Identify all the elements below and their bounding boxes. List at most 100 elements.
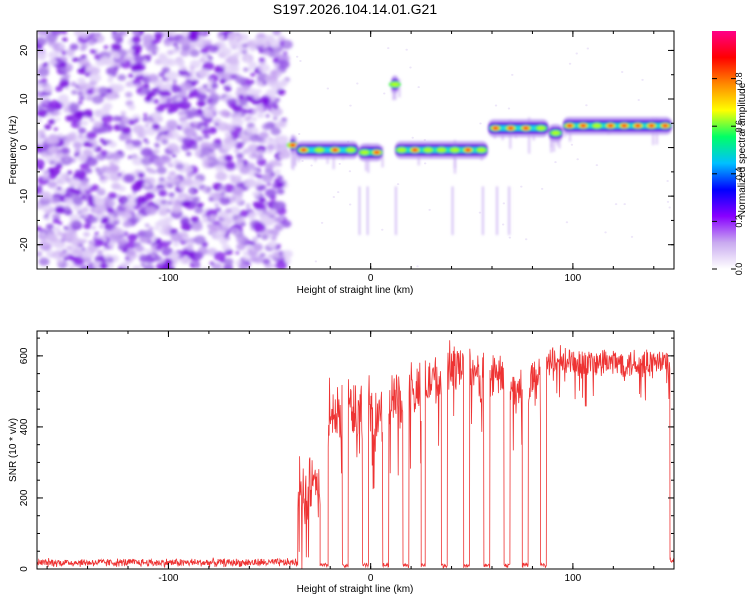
noise-speckle	[143, 165, 148, 169]
noise-speckle	[40, 152, 48, 158]
signal-track	[286, 75, 672, 235]
noise-region	[37, 31, 671, 269]
noise-speckle	[56, 259, 64, 265]
noise-speckle	[224, 85, 232, 92]
noise-speckle	[157, 218, 170, 228]
noise-speckle	[247, 143, 260, 153]
faint-speckle	[479, 122, 482, 125]
noise-speckle	[268, 137, 273, 141]
noise-speckle	[66, 133, 77, 142]
noise-speckle	[108, 74, 114, 79]
faint-speckle	[383, 92, 386, 95]
noise-speckle	[276, 181, 285, 189]
noise-speckle	[262, 174, 274, 183]
noise-speckle	[272, 31, 282, 36]
noise-speckle	[235, 217, 246, 225]
noise-speckle	[282, 143, 289, 148]
noise-speckle	[175, 145, 180, 149]
noise-speckle	[227, 32, 239, 42]
noise-speckle	[256, 209, 264, 216]
noise-speckle	[219, 238, 228, 245]
noise-speckle	[261, 234, 269, 240]
noise-speckle	[132, 139, 142, 147]
noise-speckle	[158, 71, 166, 78]
noise-speckle	[265, 114, 270, 118]
noise-speckle	[37, 250, 43, 256]
noise-speckle	[178, 257, 185, 263]
noise-speckle	[166, 183, 174, 189]
noise-speckle	[37, 144, 43, 154]
faint-speckle	[520, 185, 523, 188]
noise-speckle	[97, 172, 103, 177]
signal-hotspot-peak	[290, 143, 296, 147]
noise-speckle	[77, 77, 86, 84]
noise-speckle	[61, 50, 68, 56]
noise-speckle	[200, 125, 206, 130]
noise-speckle	[201, 187, 208, 192]
faint-speckle	[348, 203, 352, 206]
noise-speckle	[122, 220, 132, 228]
signal-center	[564, 123, 670, 129]
noise-speckle	[125, 81, 132, 87]
noise-speckle	[243, 56, 251, 63]
noise-speckle	[62, 37, 68, 42]
noise-speckle	[43, 85, 54, 93]
noise-speckle	[224, 194, 230, 198]
snr-ticks: -100 0 100 0 200 400 600	[19, 331, 674, 584]
noise-speckle	[81, 247, 86, 251]
noise-speckle	[62, 249, 68, 254]
noise-speckle	[221, 71, 234, 82]
noise-speckle	[100, 150, 108, 156]
noise-speckle	[37, 52, 47, 61]
noise-speckle	[107, 164, 120, 174]
noise-speckle	[99, 224, 104, 229]
noise-speckle	[204, 39, 212, 46]
noise-speckle	[191, 144, 199, 150]
noise-speckle	[70, 256, 78, 262]
faint-speckle	[295, 55, 299, 58]
noise-speckle	[79, 162, 90, 171]
noise-speckle	[247, 108, 253, 114]
noise-speckle	[248, 61, 257, 69]
noise-speckle	[109, 246, 114, 250]
noise-speckle	[106, 66, 118, 76]
snr-frame	[36, 330, 675, 570]
noise-speckle	[120, 111, 127, 116]
noise-speckle	[242, 251, 249, 256]
noise-speckle	[179, 176, 185, 181]
noise-speckle	[74, 189, 82, 196]
signal-hotspot-peak	[635, 124, 641, 128]
noise-speckle	[238, 94, 245, 100]
noise-speckle	[165, 91, 172, 97]
faint-speckle	[595, 164, 599, 167]
noise-speckle	[117, 150, 123, 155]
snr-series-line	[37, 340, 674, 569]
noise-speckle	[89, 73, 102, 83]
noise-speckle	[166, 49, 174, 56]
noise-speckle	[211, 106, 217, 111]
noise-speckle	[226, 55, 239, 65]
noise-speckle	[144, 140, 150, 145]
noise-speckle	[90, 67, 101, 75]
noise-speckle	[281, 220, 292, 228]
noise-speckle	[124, 91, 133, 98]
noise-speckle	[192, 179, 203, 188]
noise-speckle	[143, 182, 150, 187]
noise-speckle	[269, 172, 276, 177]
noise-speckle	[256, 112, 265, 119]
noise-speckle	[77, 67, 87, 75]
noise-speckle	[43, 62, 49, 66]
noise-speckle	[179, 180, 187, 186]
noise-speckle	[189, 65, 195, 70]
faint-speckle	[630, 235, 634, 238]
noise-speckle	[145, 94, 153, 101]
noise-speckle	[236, 142, 244, 148]
noise-speckle	[232, 104, 243, 113]
noise-speckle	[161, 139, 169, 145]
noise-speckle	[87, 39, 96, 46]
noise-speckle	[255, 105, 265, 113]
spectrogram-xtick-label: -100	[158, 273, 178, 284]
noise-speckle	[189, 189, 194, 193]
noise-speckle	[194, 264, 201, 269]
noise-speckle	[65, 86, 70, 91]
